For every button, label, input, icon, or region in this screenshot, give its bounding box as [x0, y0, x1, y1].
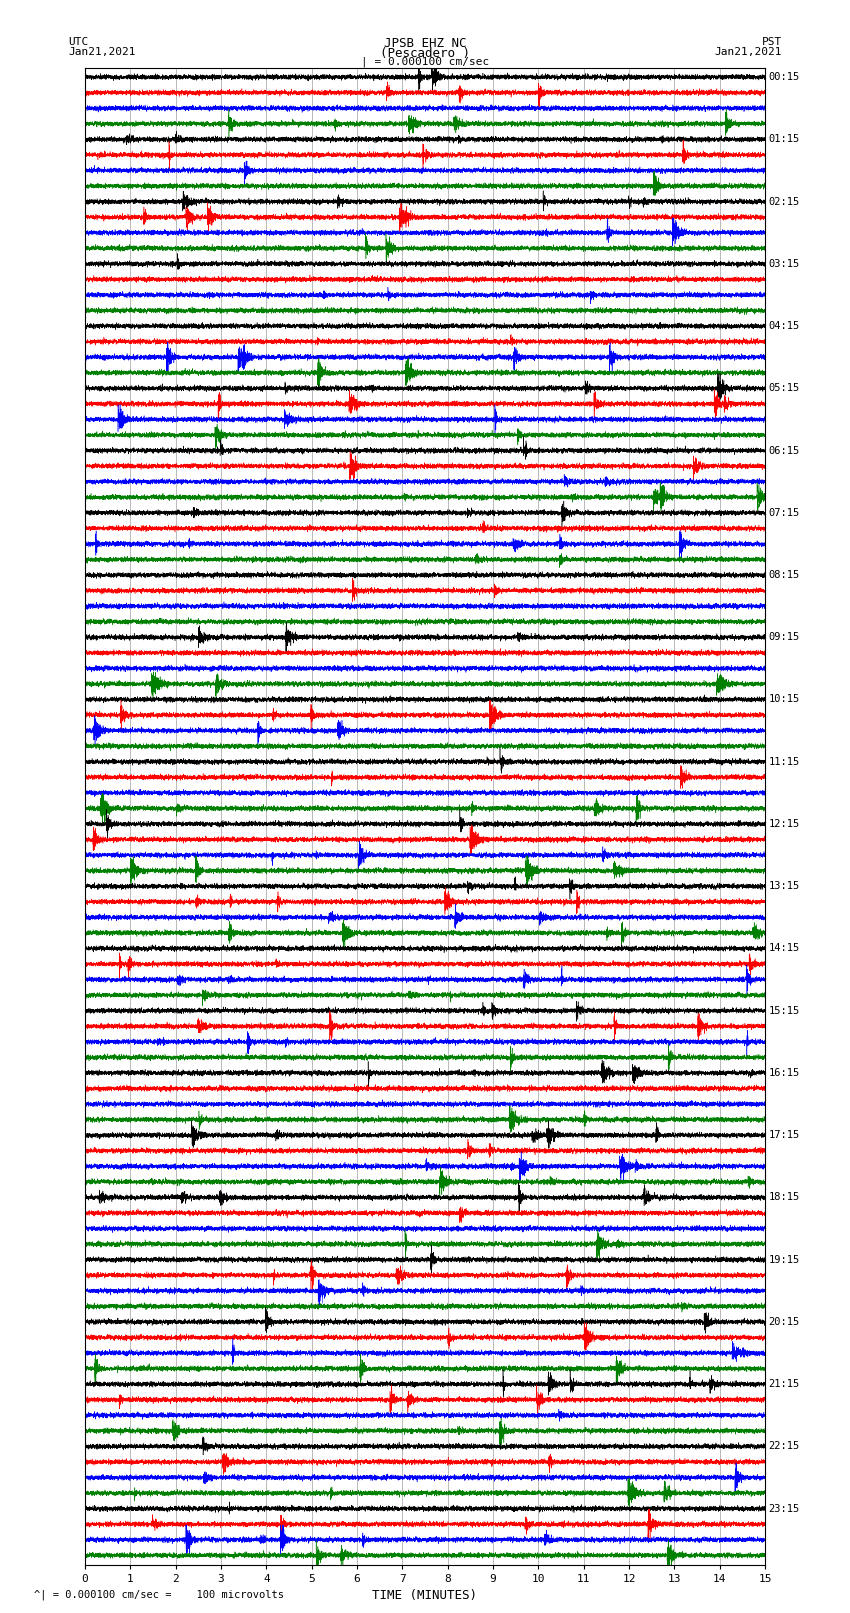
Text: ^| = 0.000100 cm/sec =    100 microvolts: ^| = 0.000100 cm/sec = 100 microvolts	[34, 1589, 284, 1600]
Text: 14:15: 14:15	[768, 944, 800, 953]
Text: 15:15: 15:15	[768, 1005, 800, 1016]
Text: 23:15: 23:15	[768, 1503, 800, 1513]
Text: Jan21,2021: Jan21,2021	[715, 47, 782, 56]
Text: 19:15: 19:15	[768, 1255, 800, 1265]
Text: 22:15: 22:15	[768, 1442, 800, 1452]
Text: 20:15: 20:15	[768, 1316, 800, 1327]
Text: 07:15: 07:15	[768, 508, 800, 518]
Text: 06:15: 06:15	[768, 445, 800, 455]
Text: 03:15: 03:15	[768, 258, 800, 269]
Text: 21:15: 21:15	[768, 1379, 800, 1389]
Text: 05:15: 05:15	[768, 384, 800, 394]
Text: UTC: UTC	[68, 37, 88, 47]
Text: 16:15: 16:15	[768, 1068, 800, 1077]
Text: 02:15: 02:15	[768, 197, 800, 206]
Text: (Pescadero ): (Pescadero )	[380, 47, 470, 60]
X-axis label: TIME (MINUTES): TIME (MINUTES)	[372, 1589, 478, 1602]
Text: 09:15: 09:15	[768, 632, 800, 642]
Text: 08:15: 08:15	[768, 569, 800, 581]
Text: JPSB EHZ NC: JPSB EHZ NC	[383, 37, 467, 50]
Text: 04:15: 04:15	[768, 321, 800, 331]
Text: 10:15: 10:15	[768, 695, 800, 705]
Text: 00:15: 00:15	[768, 73, 800, 82]
Text: 18:15: 18:15	[768, 1192, 800, 1202]
Text: | = 0.000100 cm/sec: | = 0.000100 cm/sec	[361, 56, 489, 68]
Text: 01:15: 01:15	[768, 134, 800, 144]
Text: 12:15: 12:15	[768, 819, 800, 829]
Text: 13:15: 13:15	[768, 881, 800, 892]
Text: PST: PST	[762, 37, 782, 47]
Text: Jan21,2021: Jan21,2021	[68, 47, 135, 56]
Text: 11:15: 11:15	[768, 756, 800, 766]
Text: 17:15: 17:15	[768, 1131, 800, 1140]
